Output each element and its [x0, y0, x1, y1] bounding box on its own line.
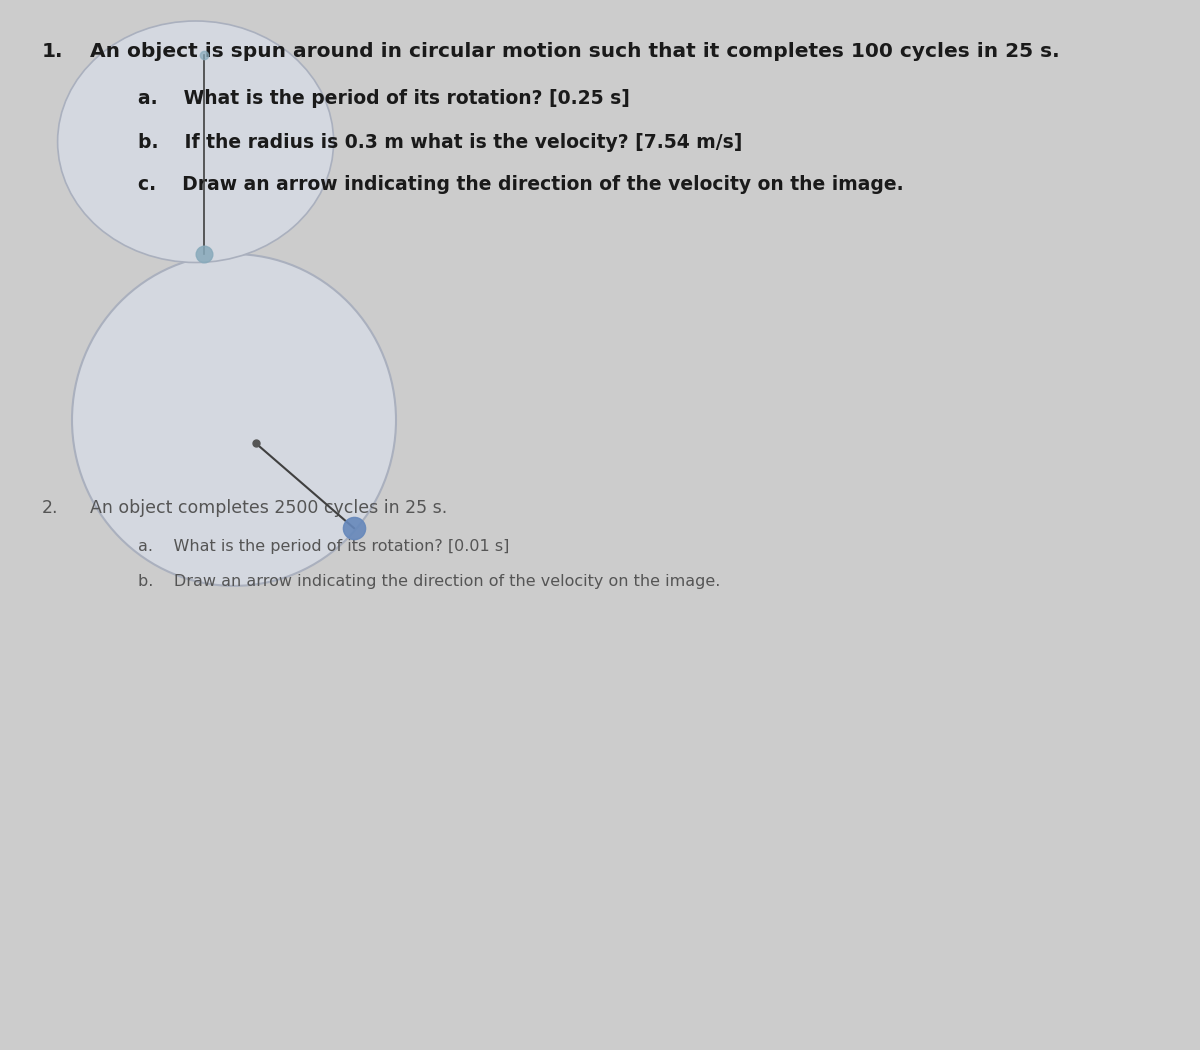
Ellipse shape: [72, 254, 396, 586]
Text: a.    What is the period of its rotation? [0.25 s]: a. What is the period of its rotation? […: [138, 89, 630, 108]
Text: 2.: 2.: [42, 499, 59, 517]
Text: An object is spun around in circular motion such that it completes 100 cycles in: An object is spun around in circular mot…: [90, 42, 1060, 61]
Text: a.    What is the period of its rotation? [0.01 s]: a. What is the period of its rotation? […: [138, 539, 509, 553]
Text: An object completes 2500 cycles in 25 s.: An object completes 2500 cycles in 25 s.: [90, 499, 448, 517]
Text: b.    Draw an arrow indicating the direction of the velocity on the image.: b. Draw an arrow indicating the directio…: [138, 574, 720, 589]
Text: c.    Draw an arrow indicating the direction of the velocity on the image.: c. Draw an arrow indicating the directio…: [138, 175, 904, 194]
Text: 1.: 1.: [42, 42, 64, 61]
Ellipse shape: [58, 21, 334, 262]
Text: b.    If the radius is 0.3 m what is the velocity? [7.54 m/s]: b. If the radius is 0.3 m what is the ve…: [138, 133, 743, 152]
